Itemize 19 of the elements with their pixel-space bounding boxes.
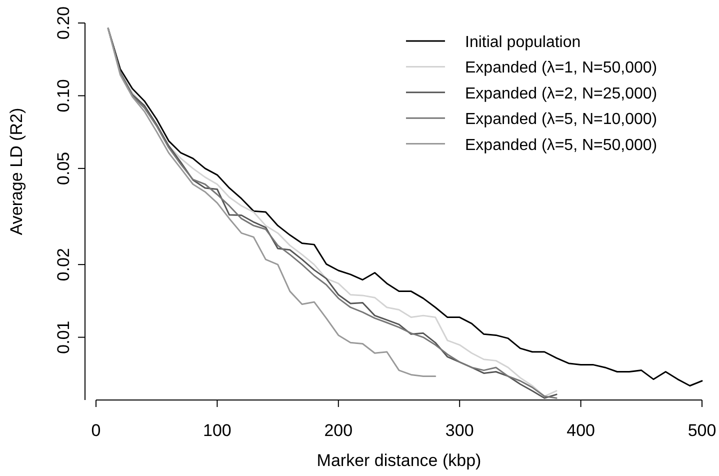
x-tick-label: 0 <box>91 421 101 440</box>
x-tick-label: 200 <box>324 421 353 440</box>
y-tick-label: 0.01 <box>54 320 73 354</box>
y-tick-label: 0.05 <box>54 152 73 185</box>
legend-label: Expanded (λ=5, N=10,000) <box>465 111 658 128</box>
legend-label: Expanded (λ=2, N=25,000) <box>465 85 658 102</box>
y-axis-title: Average LD (R2) <box>7 108 26 236</box>
y-tick-label: 0.02 <box>54 248 73 282</box>
x-tick-label: 500 <box>688 421 716 440</box>
legend-label: Initial population <box>465 34 581 51</box>
line-series <box>107 28 436 377</box>
x-axis-title: Marker distance (kbp) <box>316 451 482 470</box>
legend-label: Expanded (λ=5, N=50,000) <box>465 136 658 154</box>
x-tick-label: 400 <box>566 421 595 440</box>
x-tick-label: 100 <box>203 421 232 440</box>
legend-label: Expanded (λ=1, N=50,000) <box>465 60 658 77</box>
y-tick-label: 0.10 <box>54 79 73 112</box>
x-tick-label: 300 <box>445 421 474 440</box>
y-tick-label: 0.20 <box>54 6 73 40</box>
